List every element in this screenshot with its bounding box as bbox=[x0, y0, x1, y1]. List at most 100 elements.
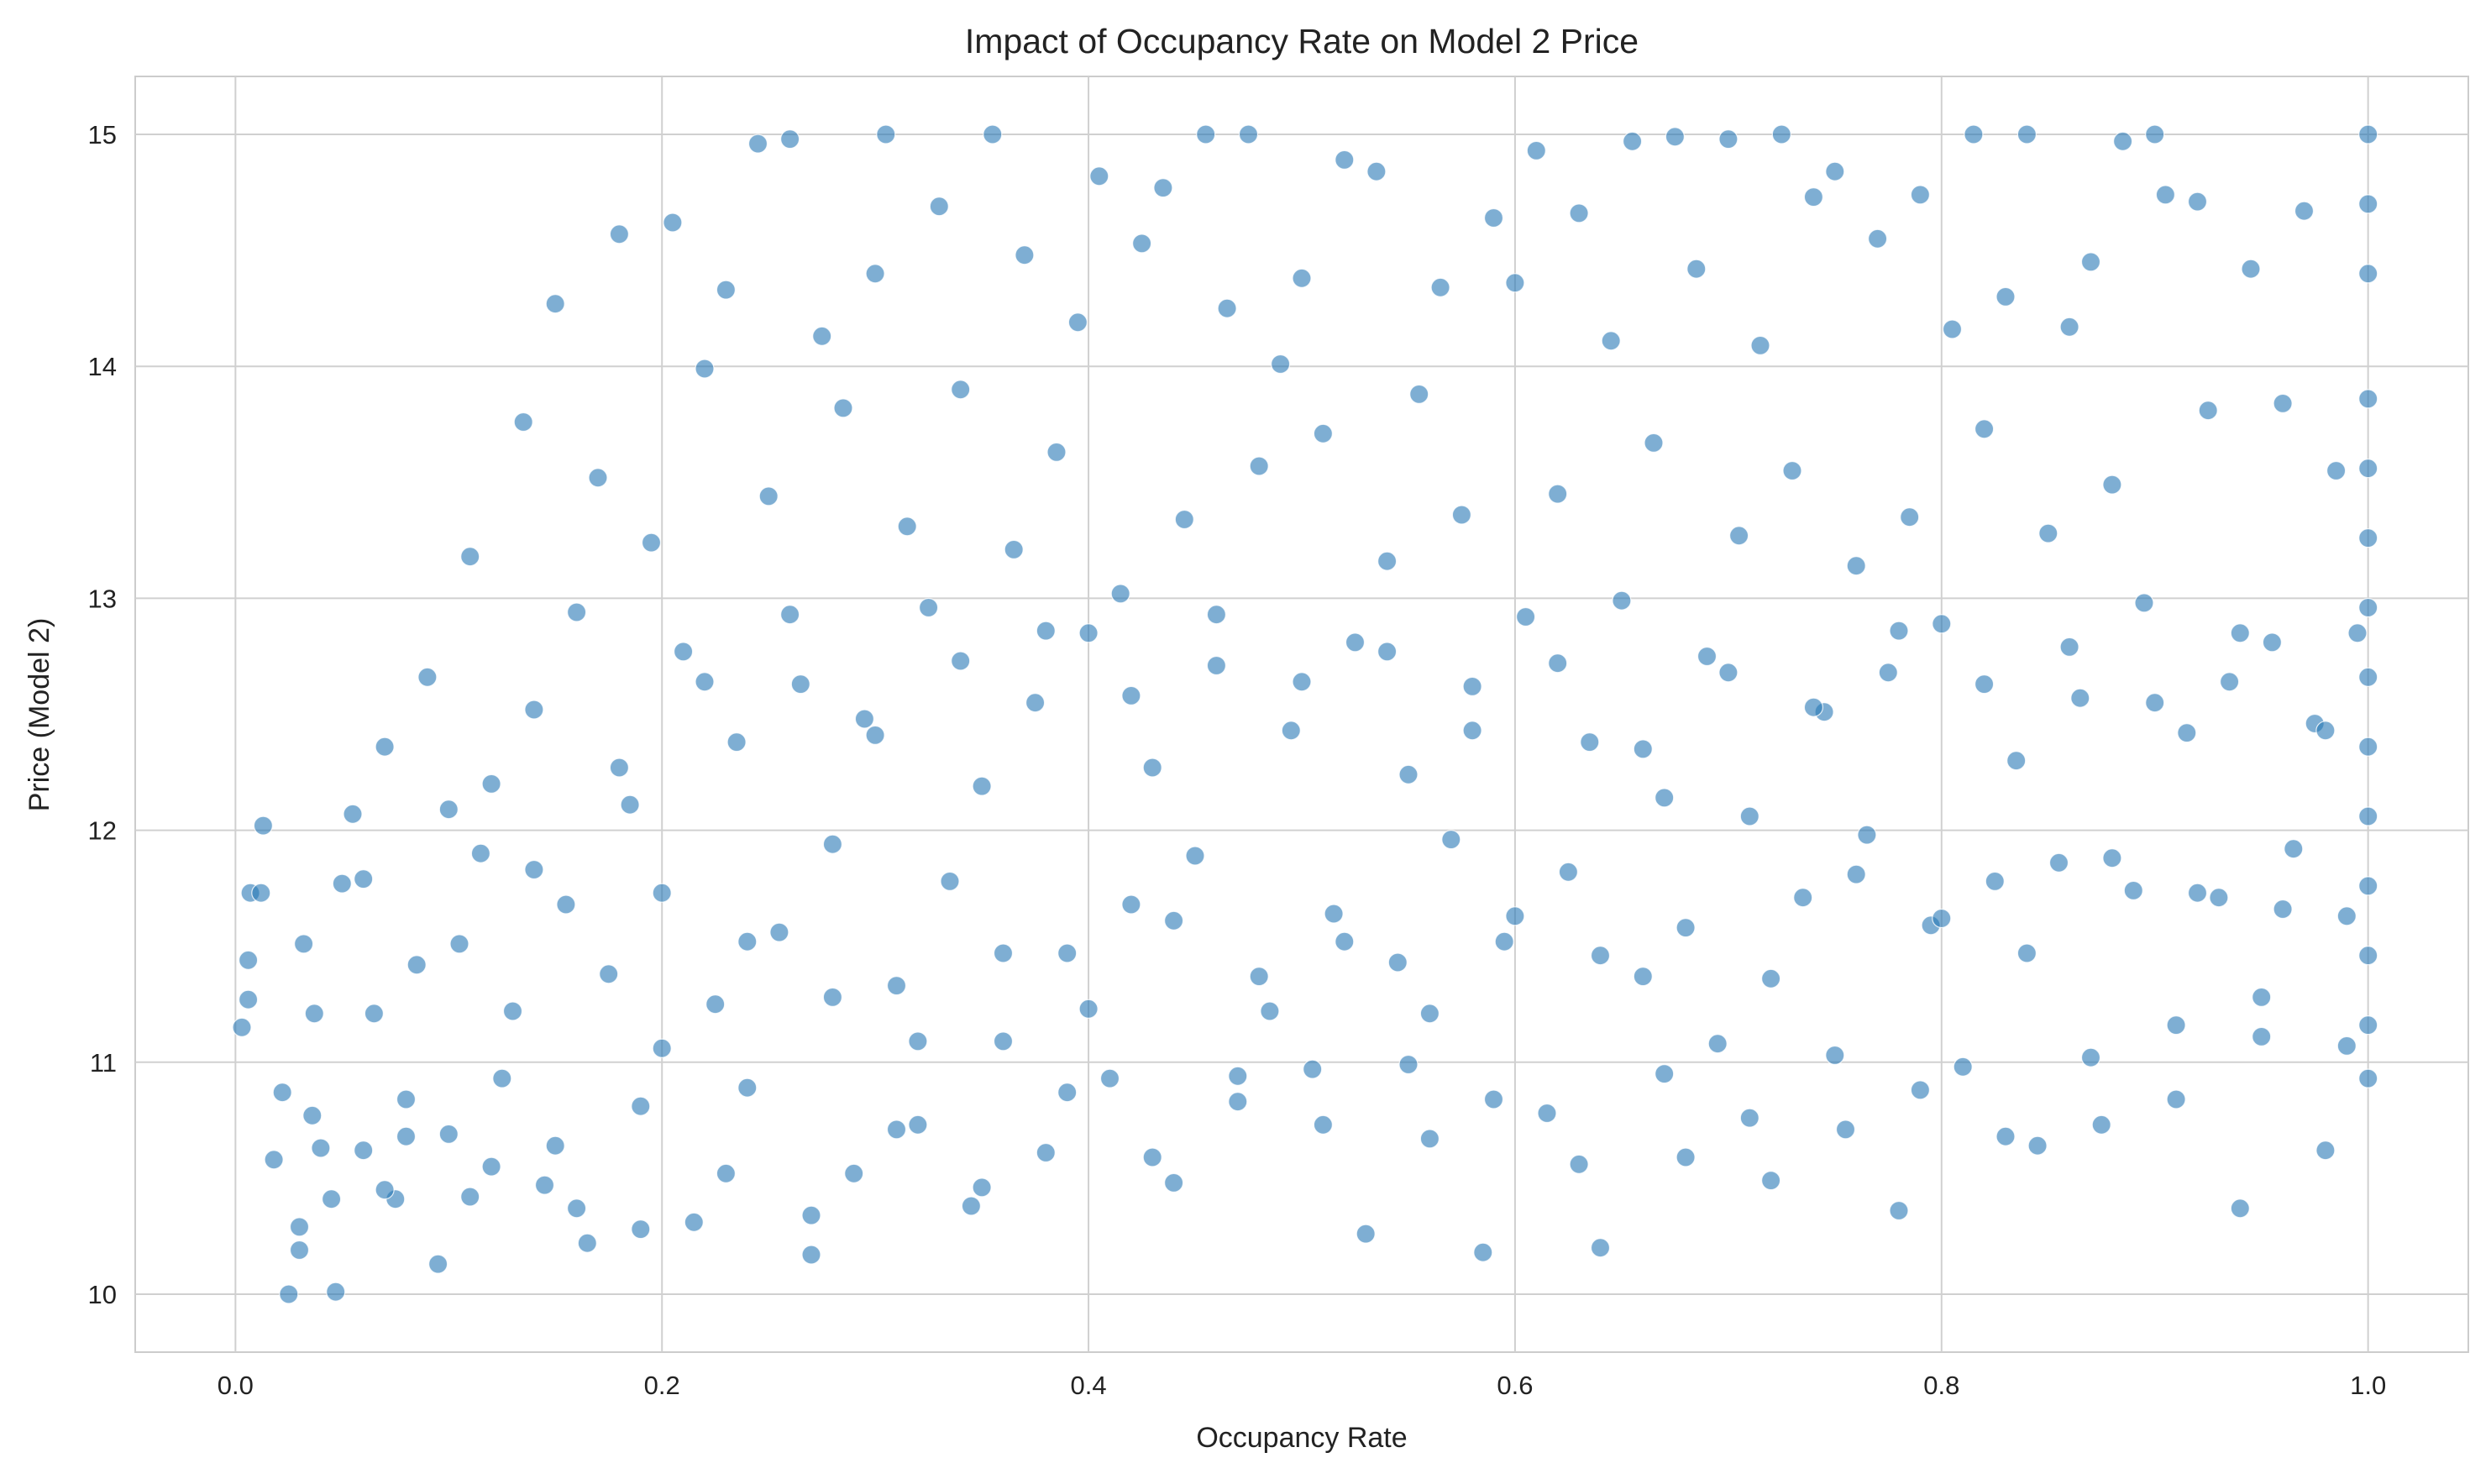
scatter-point bbox=[779, 605, 800, 625]
scatter-point bbox=[1590, 946, 1611, 966]
scatter-point bbox=[1569, 203, 1589, 223]
scatter-point bbox=[449, 934, 469, 954]
scatter-point bbox=[2070, 688, 2090, 708]
scatter-point bbox=[2145, 693, 2165, 713]
scatter-point bbox=[1846, 864, 1866, 884]
scatter-point bbox=[908, 1114, 928, 1135]
scatter-point bbox=[1910, 185, 1930, 205]
scatter-point bbox=[2016, 943, 2037, 963]
scatter-point bbox=[396, 1126, 417, 1146]
scatter-point bbox=[1494, 931, 1514, 952]
scatter-point bbox=[481, 1156, 501, 1177]
scatter-point bbox=[253, 815, 273, 836]
scatter-point bbox=[2038, 523, 2058, 543]
scatter-point bbox=[1335, 149, 1355, 170]
scatter-point bbox=[1644, 433, 1664, 454]
scatter-point bbox=[1697, 646, 1717, 667]
scatter-point bbox=[2358, 459, 2378, 479]
scatter-point bbox=[1718, 129, 1738, 149]
scatter-point bbox=[737, 931, 758, 952]
scatter-point bbox=[951, 380, 971, 400]
scatter-point bbox=[1335, 931, 1355, 952]
scatter-point bbox=[1515, 606, 1536, 627]
x-tick-label: 0.2 bbox=[644, 1371, 680, 1400]
x-tick-label: 0.6 bbox=[1497, 1371, 1533, 1400]
scatter-point bbox=[251, 883, 271, 903]
scatter-point bbox=[524, 859, 544, 880]
scatter-point bbox=[343, 804, 363, 824]
scatter-point bbox=[1537, 1103, 1557, 1124]
scatter-point bbox=[1633, 739, 1653, 759]
scatter-point bbox=[1345, 632, 1366, 653]
scatter-point bbox=[1932, 908, 1952, 929]
scatter-point bbox=[2230, 1198, 2250, 1219]
y-axis-label: Price (Model 2) bbox=[24, 618, 55, 812]
scatter-point bbox=[769, 922, 789, 942]
scatter-point bbox=[1590, 1238, 1611, 1258]
scatter-point bbox=[2358, 389, 2378, 409]
scatter-point bbox=[716, 1163, 737, 1183]
scatter-point bbox=[684, 1212, 704, 1232]
scatter-point bbox=[1665, 127, 1686, 147]
scatter-point bbox=[1580, 732, 1600, 752]
scatter-point bbox=[886, 1120, 907, 1140]
y-tick-label: 15 bbox=[88, 120, 117, 149]
scatter-point bbox=[1655, 1063, 1675, 1084]
scatter-point bbox=[2358, 946, 2378, 966]
scatter-point bbox=[1036, 1142, 1056, 1163]
grid-lines bbox=[135, 76, 2468, 1352]
scatter-point bbox=[652, 883, 672, 903]
scatter-point bbox=[1729, 526, 1749, 546]
scatter-point bbox=[1249, 966, 1269, 987]
scatter-point bbox=[1857, 825, 1877, 845]
scatter-point bbox=[2080, 252, 2101, 272]
scatter-point bbox=[2358, 264, 2378, 284]
scatter-point bbox=[737, 1078, 758, 1098]
scatter-point bbox=[1835, 1120, 1856, 1140]
scatter-point bbox=[2220, 672, 2240, 692]
scatter-point bbox=[854, 709, 875, 729]
scatter-point bbox=[908, 1031, 928, 1051]
scatter-point bbox=[294, 934, 314, 954]
scatter-point bbox=[1995, 286, 2016, 307]
scatter-point bbox=[427, 1254, 448, 1274]
scatter-point bbox=[2006, 751, 2027, 771]
scatter-point bbox=[1398, 1054, 1419, 1075]
scatter-point bbox=[865, 725, 885, 746]
scatter-point bbox=[599, 964, 619, 984]
scatter-point bbox=[929, 197, 949, 217]
scatter-point bbox=[502, 1001, 523, 1021]
scatter-point bbox=[1803, 697, 1823, 717]
scatter-point bbox=[279, 1284, 299, 1304]
data-points bbox=[232, 124, 2378, 1304]
scatter-point bbox=[983, 124, 1003, 144]
scatter-point bbox=[1462, 721, 1482, 741]
scatter-point bbox=[1750, 335, 1770, 355]
scatter-point bbox=[1953, 1057, 1973, 1077]
scatter-point bbox=[2358, 527, 2378, 548]
scatter-point bbox=[1292, 268, 1312, 288]
scatter-point bbox=[1451, 505, 1472, 525]
scatter-point bbox=[1910, 1080, 1930, 1100]
scatter-point bbox=[1868, 228, 1888, 249]
scatter-point bbox=[1206, 605, 1227, 625]
scatter-point bbox=[2027, 1135, 2048, 1156]
scatter-point bbox=[1303, 1059, 1323, 1079]
scatter-point bbox=[1356, 1224, 1376, 1244]
scatter-point bbox=[1761, 1170, 1781, 1191]
scatter-point bbox=[1174, 509, 1194, 530]
scatter-point bbox=[2113, 131, 2133, 151]
scatter-point bbox=[1633, 966, 1653, 987]
scatter-point bbox=[1889, 1200, 1909, 1221]
scatter-point bbox=[1131, 233, 1152, 254]
scatter-point bbox=[1782, 460, 1802, 481]
scatter-point bbox=[545, 294, 565, 314]
scatter-point bbox=[1089, 166, 1109, 186]
scatter-point bbox=[460, 547, 480, 567]
scatter-point bbox=[1377, 642, 1398, 662]
scatter-point bbox=[1025, 693, 1046, 713]
scatter-point bbox=[1569, 1154, 1589, 1174]
scatter-point bbox=[2358, 194, 2378, 214]
scatter-point bbox=[609, 758, 630, 778]
scatter-point bbox=[812, 326, 832, 346]
